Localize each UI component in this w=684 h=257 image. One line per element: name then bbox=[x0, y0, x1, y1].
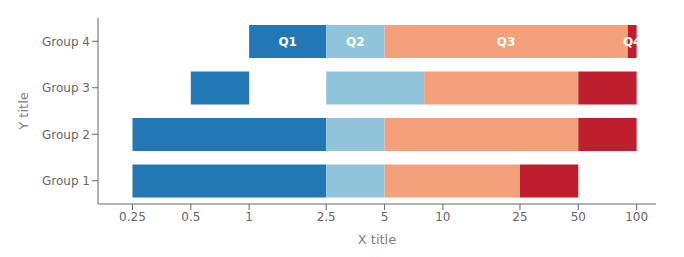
svg-text:100: 100 bbox=[625, 210, 648, 224]
svg-text:Group 4: Group 4 bbox=[42, 35, 90, 49]
svg-text:Q2: Q2 bbox=[346, 35, 365, 49]
svg-text:Y title: Y title bbox=[16, 92, 31, 131]
svg-text:Q4: Q4 bbox=[623, 35, 642, 49]
svg-text:50: 50 bbox=[571, 210, 586, 224]
svg-text:Group 2: Group 2 bbox=[42, 128, 90, 142]
svg-text:2.5: 2.5 bbox=[317, 210, 336, 224]
svg-text:0.5: 0.5 bbox=[181, 210, 200, 224]
svg-text:10: 10 bbox=[435, 210, 450, 224]
svg-text:Group 3: Group 3 bbox=[42, 81, 90, 95]
svg-text:Q1: Q1 bbox=[278, 35, 297, 49]
svg-text:25: 25 bbox=[512, 210, 527, 224]
svg-text:0.25: 0.25 bbox=[119, 210, 146, 224]
svg-text:X title: X title bbox=[358, 232, 396, 247]
svg-text:1: 1 bbox=[245, 210, 253, 224]
svg-text:Group 1: Group 1 bbox=[42, 174, 90, 188]
svg-text:5: 5 bbox=[381, 210, 389, 224]
svg-text:Q3: Q3 bbox=[497, 35, 516, 49]
